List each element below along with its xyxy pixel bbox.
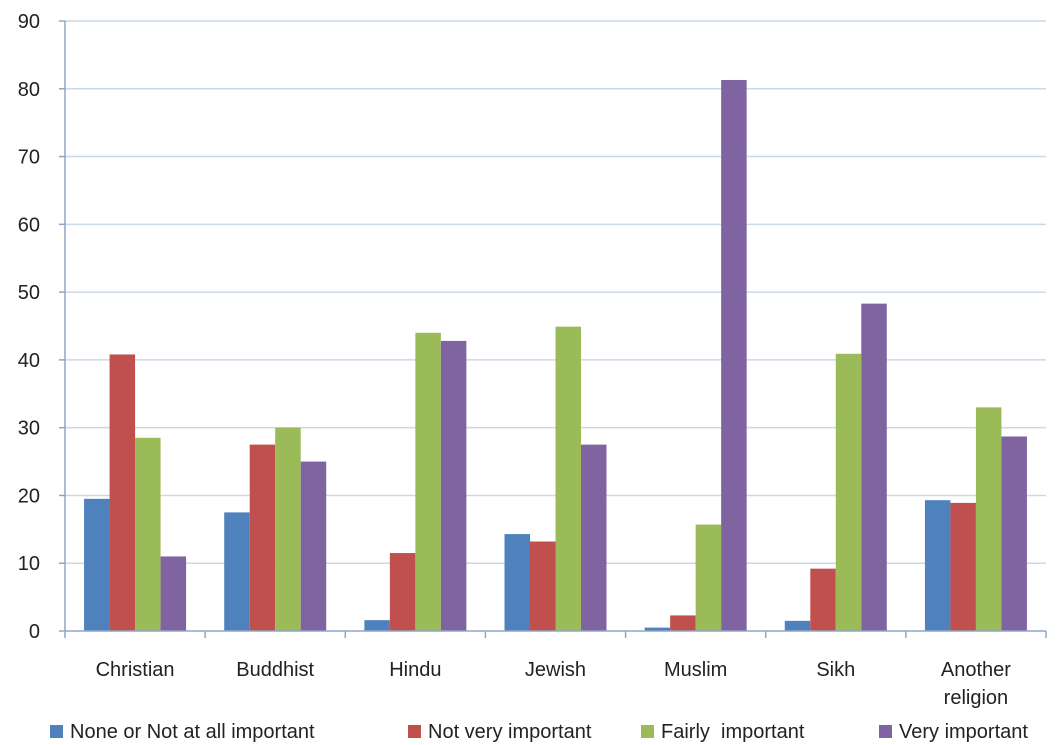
- bar-hindu-series-3: [415, 332, 441, 631]
- legend-label: None or Not at all important: [70, 721, 315, 743]
- y-tick-label: 60: [18, 214, 40, 236]
- bar-muslim-series-3: [695, 524, 722, 631]
- gridlines: [65, 20, 1046, 564]
- y-tick-label: 50: [18, 282, 40, 304]
- legend-label: Fairly important: [661, 721, 805, 743]
- legend-label: Not very important: [428, 721, 592, 743]
- bar-jewish-series-4: [581, 444, 607, 631]
- bar-jewish-series-1: [504, 534, 530, 631]
- x-tick-label: Jewish: [525, 659, 586, 681]
- legend-label: Very important: [899, 721, 1028, 743]
- x-tick-label: Muslim: [664, 659, 727, 681]
- y-tick-label: 0: [29, 621, 40, 643]
- bar-sikh-series-3: [835, 353, 862, 631]
- y-tick-label: 10: [18, 553, 40, 575]
- legend-swatch: [408, 725, 421, 738]
- x-tick-label: Hindu: [389, 659, 441, 681]
- bar-another-religion-series-2: [950, 502, 976, 631]
- bar-another-religion-series-3: [975, 407, 1002, 631]
- legend-swatch: [50, 725, 63, 738]
- y-tick-label: 90: [18, 11, 40, 33]
- bar-hindu-series-1: [364, 620, 390, 631]
- bar-jewish-series-2: [530, 541, 556, 631]
- bar-muslim-series-1: [644, 627, 671, 631]
- bar-christian-series-4: [160, 556, 187, 631]
- bar-buddhist-series-2: [249, 444, 276, 631]
- bars: [84, 79, 1027, 631]
- y-tick-label: 40: [18, 350, 40, 372]
- y-tick-label: 70: [18, 147, 40, 169]
- bar-hindu-series-4: [440, 340, 467, 631]
- y-axis-ticks: 0 10 20 30 40 50 60 70 80 90: [18, 11, 40, 643]
- x-tick-label: Sikh: [816, 659, 855, 681]
- x-tick-label: Another religion: [941, 659, 1011, 709]
- x-tick-label: Buddhist: [236, 659, 314, 681]
- bar-muslim-series-4: [721, 79, 747, 631]
- bar-hindu-series-2: [389, 553, 416, 631]
- bar-sikh-series-2: [810, 568, 836, 631]
- bar-christian-series-3: [135, 437, 161, 631]
- legend: None or Not at all important Not very imp…: [50, 721, 1028, 743]
- bar-sikh-series-4: [861, 303, 887, 631]
- x-axis-labels: Christian Buddhist Hindu Jewish Muslim Sikh An…: [96, 659, 1012, 709]
- y-tick-label: 30: [18, 418, 40, 440]
- bar-christian-series-2: [109, 354, 136, 631]
- bar-another-religion-series-1: [924, 500, 951, 631]
- bar-christian-series-1: [84, 498, 110, 631]
- bar-buddhist-series-1: [224, 512, 250, 631]
- bar-jewish-series-3: [555, 326, 581, 631]
- axes: [59, 20, 1047, 638]
- bar-muslim-series-2: [670, 615, 696, 631]
- legend-swatch: [641, 725, 654, 738]
- bar-buddhist-series-3: [275, 427, 301, 631]
- bar-buddhist-series-4: [300, 461, 327, 631]
- x-tick-label: Christian: [96, 659, 175, 681]
- bar-sikh-series-1: [784, 620, 811, 631]
- bar-another-religion-series-4: [1001, 436, 1027, 631]
- y-tick-label: 80: [18, 79, 40, 101]
- y-tick-label: 20: [18, 485, 40, 507]
- legend-swatch: [879, 725, 892, 738]
